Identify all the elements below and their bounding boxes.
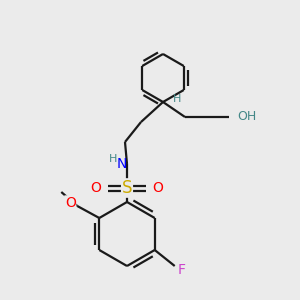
Text: H: H — [109, 154, 117, 164]
Text: OH: OH — [237, 110, 256, 124]
Text: N: N — [117, 157, 127, 171]
Text: O: O — [91, 181, 101, 195]
Text: O: O — [153, 181, 164, 195]
Text: S: S — [122, 179, 132, 197]
Text: F: F — [178, 263, 186, 277]
Text: O: O — [65, 196, 76, 210]
Text: H: H — [173, 94, 181, 104]
